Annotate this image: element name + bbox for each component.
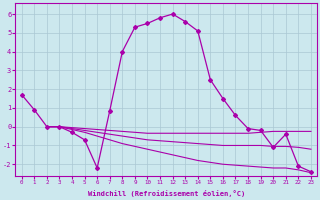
X-axis label: Windchill (Refroidissement éolien,°C): Windchill (Refroidissement éolien,°C) [88,190,245,197]
